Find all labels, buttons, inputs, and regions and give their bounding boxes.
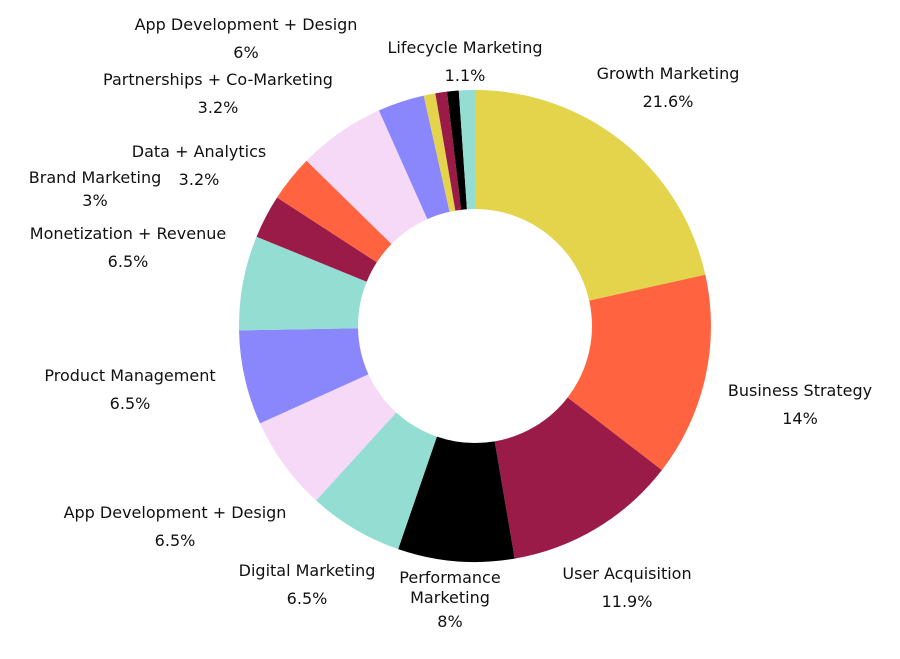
donut-slice [260,374,397,501]
category-label: Partnerships + Co-Marketing [103,70,333,89]
value-label: 6.5% [286,589,328,608]
donut-slice [475,90,706,301]
donut-slice [277,160,392,263]
donut-slice [447,90,467,210]
value-label: 11.9% [601,592,653,611]
category-label: User Acquisition [562,564,692,583]
value-label: 21.6% [642,92,694,111]
donut-slice [567,274,711,471]
category-label: Data + Analytics [131,142,267,161]
category-label: Performance Marketing [399,568,501,607]
donut-slice [458,90,475,210]
value-label: 6.5% [154,531,196,550]
category-label: App Development + Design [63,503,287,522]
value-label: 6.5% [107,252,149,271]
category-label: Product Management [44,366,216,385]
donut-slice [239,236,367,331]
donut-slice [423,93,456,212]
value-label: 3.2% [197,98,239,117]
value-label: 14% [782,409,818,428]
value-label: 3% [82,191,108,210]
category-label: Digital Marketing [238,561,376,580]
donut-slice [398,436,515,562]
category-label: Monetization + Revenue [29,224,227,243]
category-label: Lifecycle Marketing [387,38,543,57]
donut-slice [435,91,462,211]
category-label: Business Strategy [727,381,873,400]
value-label: 1.1% [444,66,486,85]
donut-slice [239,328,369,424]
donut-slice [378,95,450,220]
donut-slice [494,397,662,559]
value-label: 6% [233,43,259,62]
category-label: App Development + Design [134,15,358,34]
value-label: 3.2% [178,170,220,189]
donut-slice [256,197,377,282]
donut-slice [306,110,428,245]
category-label: Growth Marketing [596,64,740,83]
value-label: 8% [437,612,463,631]
value-label: 6.5% [109,394,151,413]
category-label: Brand Marketing [28,168,162,187]
donut-slice [316,412,437,550]
